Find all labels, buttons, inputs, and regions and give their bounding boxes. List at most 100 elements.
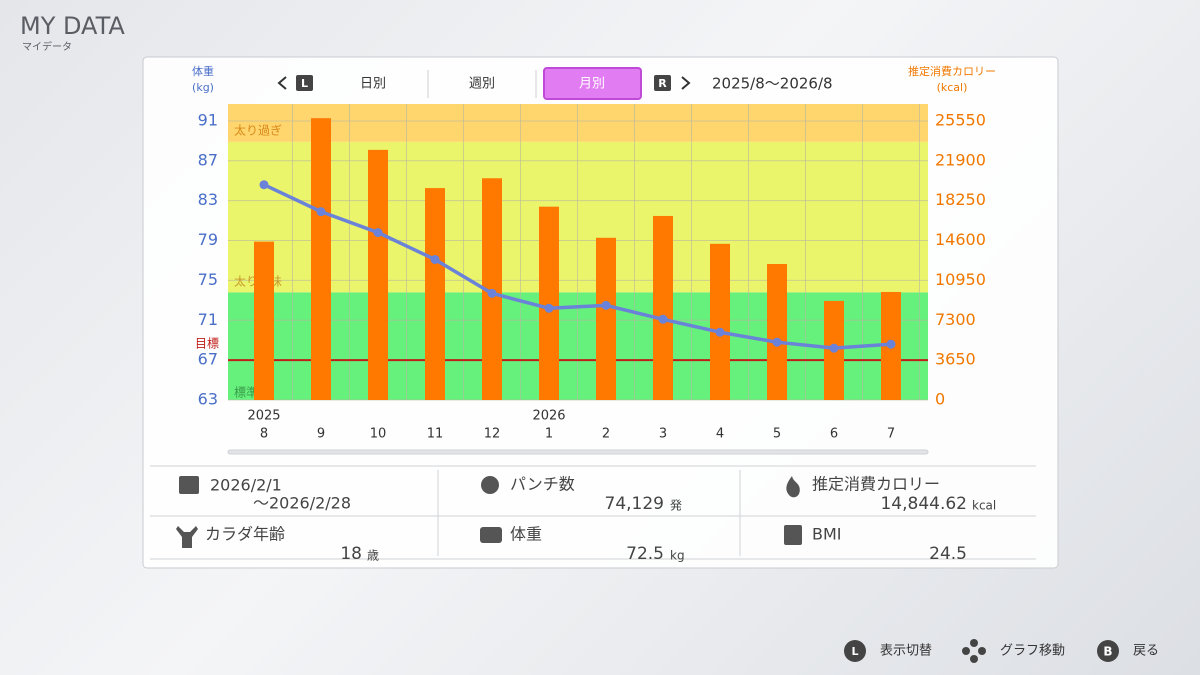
- stats: 2026/2/1 〜2026/2/28 パンチ数 74,129 発 推定消費カロ…: [150, 465, 1036, 564]
- x-tick-label: 1: [545, 427, 553, 442]
- punches-unit: 発: [670, 499, 682, 513]
- tab-label[interactable]: 週別: [469, 77, 495, 92]
- dpad-icon[interactable]: [962, 639, 986, 663]
- footer-label: 表示切替: [880, 644, 932, 659]
- weight-point: [259, 180, 269, 190]
- range-label: 2025/8〜2026/8: [712, 75, 833, 93]
- tab-bar: L R 2025/8〜2026/8 日別 週別 月別: [277, 67, 833, 100]
- zone-label: 標準: [234, 385, 258, 400]
- next-button[interactable]: [654, 75, 671, 91]
- body-age-value: 18: [340, 544, 362, 564]
- punches-value: 74,129: [605, 494, 664, 514]
- y2-tick-label: 25550: [935, 110, 986, 129]
- footer-button: B: [1103, 645, 1112, 659]
- y2-axis-label: 推定消費カロリー: [908, 64, 996, 78]
- weight-unit: kg: [670, 549, 685, 563]
- weight-point: [715, 327, 725, 337]
- bar: [767, 264, 787, 400]
- y2-tick-label: 0: [935, 390, 945, 409]
- scale-icon: [480, 527, 502, 543]
- weight-point: [487, 288, 497, 298]
- bar: [710, 243, 730, 400]
- weight-point: [658, 314, 668, 324]
- bmi-label: BMI: [812, 525, 842, 544]
- footer: L 表示切替 グラフ移動 B 戻る: [844, 639, 1159, 663]
- y-tick-label: 91: [198, 110, 218, 129]
- x-tick-label: 12: [484, 427, 501, 442]
- bar: [425, 188, 445, 400]
- weight-point: [544, 303, 554, 313]
- x-tick-label: 4: [716, 427, 724, 442]
- y2-tick-label: 21900: [935, 150, 986, 169]
- x-tick-label: 7: [887, 427, 895, 442]
- plot: 6367717579838791036507300109501460018250…: [195, 104, 986, 455]
- prev-arrow[interactable]: [277, 76, 287, 90]
- y-tick-label: 83: [198, 190, 218, 209]
- calories-value: 14,844.62: [880, 494, 967, 514]
- next-arrow[interactable]: [681, 76, 691, 90]
- bar: [653, 215, 673, 400]
- y-tick-label: 75: [198, 270, 218, 289]
- footer-label: 戻る: [1133, 644, 1159, 659]
- bar: [596, 237, 616, 400]
- scrollbar[interactable]: [227, 449, 929, 455]
- punches-label: パンチ数: [510, 475, 575, 494]
- bmi-value: 24.5: [929, 544, 967, 564]
- year-label: 2025: [247, 409, 280, 424]
- x-tick-label: 10: [370, 427, 387, 442]
- prev-button[interactable]: [296, 75, 313, 91]
- y-axis-label: 体重: [192, 64, 214, 78]
- dpad-dot: [970, 639, 978, 647]
- tab-label[interactable]: 日別: [360, 77, 386, 92]
- weight-point: [829, 343, 839, 353]
- x-tick-label: 5: [773, 427, 781, 442]
- prev-button-label: L: [301, 77, 308, 90]
- body-icon: [176, 526, 198, 548]
- body-age-unit: 歳: [367, 549, 379, 563]
- period-to: 〜2026/2/28: [253, 494, 351, 513]
- calories-label: 推定消費カロリー: [812, 475, 940, 494]
- weight-point: [430, 254, 440, 264]
- y2-tick-label: 3650: [935, 350, 976, 369]
- y-tick-label: 63: [198, 390, 218, 409]
- y-tick-label: 87: [198, 150, 218, 169]
- tab-highlight[interactable]: [543, 67, 642, 100]
- footer-label: グラフ移動: [1000, 644, 1065, 659]
- b-button-icon[interactable]: [1097, 640, 1119, 662]
- bar: [539, 206, 559, 400]
- weight-point: [316, 207, 326, 217]
- y2-axis-unit: (kcal): [937, 81, 968, 94]
- page-title: MY DATA: [20, 12, 125, 40]
- footer-button: L: [851, 645, 858, 658]
- y-tick-label: 71: [198, 310, 218, 329]
- y-tick-label: 79: [198, 230, 218, 249]
- weight-line: [263, 183, 892, 350]
- x-tick-label: 3: [659, 427, 667, 442]
- year-label: 2026: [532, 409, 565, 424]
- dpad-dot: [962, 647, 970, 655]
- y2-tick-label: 7300: [935, 310, 976, 329]
- bar: [254, 241, 274, 400]
- l-stick-icon[interactable]: [844, 640, 866, 662]
- goal-label: 目標: [195, 337, 219, 351]
- period-from: 2026/2/1: [210, 476, 282, 495]
- y2-tick-label: 14600: [935, 230, 986, 249]
- weight-point: [601, 300, 611, 310]
- dpad-dot: [970, 655, 978, 663]
- bar: [368, 149, 388, 400]
- dpad-dot: [978, 647, 986, 655]
- x-tick-label: 2: [602, 427, 610, 442]
- calories-unit: kcal: [972, 499, 996, 513]
- weight-point: [373, 228, 383, 238]
- calendar-icon: [179, 476, 199, 494]
- weight-value: 72.5: [626, 544, 664, 564]
- x-tick-label: 11: [427, 427, 444, 442]
- tab-label[interactable]: 月別: [579, 77, 605, 92]
- y2-tick-label: 18250: [935, 190, 986, 209]
- flame-icon: [786, 476, 800, 498]
- y2-tick-label: 10950: [935, 270, 986, 289]
- weight-point: [772, 337, 782, 347]
- y-tick-label: 67: [198, 350, 218, 369]
